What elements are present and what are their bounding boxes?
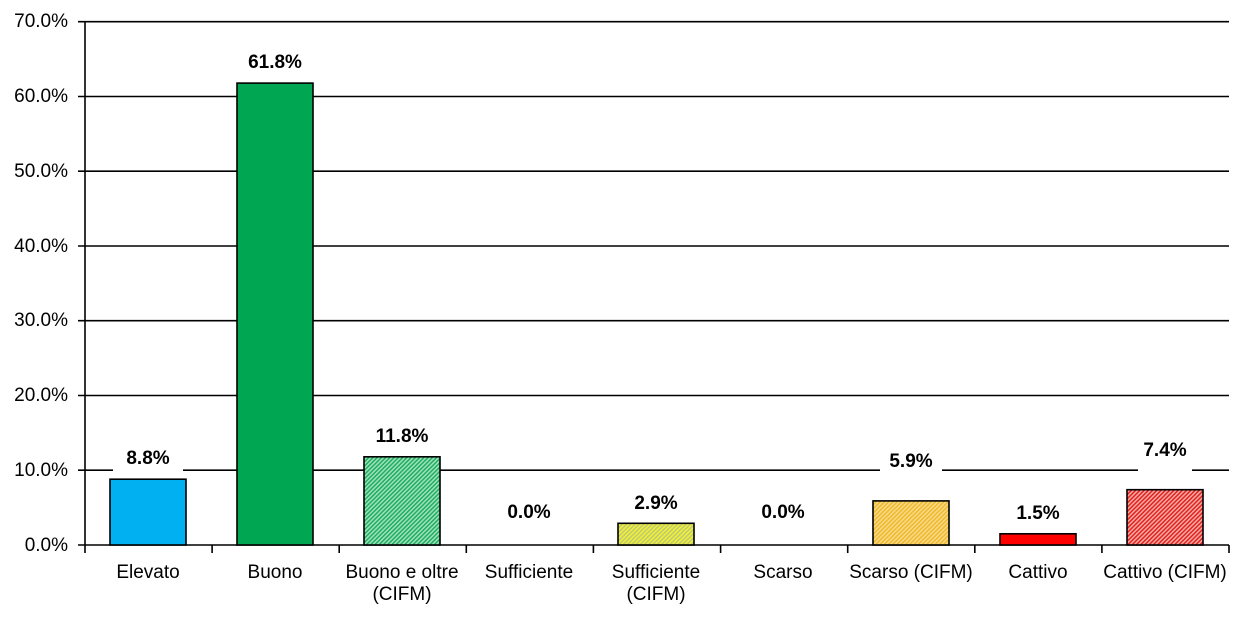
svg-text:60.0%: 60.0% [14, 86, 68, 107]
svg-text:0.0%: 0.0% [507, 502, 550, 523]
svg-text:Scarso (CIFM): Scarso (CIFM) [849, 562, 973, 583]
svg-text:Sufficiente: Sufficiente [612, 562, 700, 583]
svg-text:50.0%: 50.0% [14, 161, 68, 182]
svg-text:1.5%: 1.5% [1016, 503, 1059, 524]
svg-text:Buono: Buono [248, 562, 303, 583]
svg-text:0.0%: 0.0% [761, 502, 804, 523]
svg-text:70.0%: 70.0% [14, 11, 68, 32]
svg-text:Cattivo (CIFM): Cattivo (CIFM) [1103, 562, 1227, 583]
svg-text:8.8%: 8.8% [126, 448, 169, 469]
svg-text:0.0%: 0.0% [25, 535, 68, 556]
svg-text:Buono e oltre: Buono e oltre [345, 562, 458, 583]
svg-text:Scarso: Scarso [753, 562, 812, 583]
svg-text:Sufficiente: Sufficiente [485, 562, 573, 583]
svg-text:5.9%: 5.9% [889, 451, 932, 472]
svg-text:40.0%: 40.0% [14, 236, 68, 257]
svg-text:(CIFM): (CIFM) [626, 584, 685, 605]
svg-text:Cattivo: Cattivo [1008, 562, 1067, 583]
svg-text:2.9%: 2.9% [634, 493, 677, 514]
svg-text:Elevato: Elevato [116, 562, 179, 583]
svg-text:20.0%: 20.0% [14, 385, 68, 406]
svg-text:11.8%: 11.8% [376, 426, 429, 447]
svg-text:61.8%: 61.8% [248, 52, 302, 73]
svg-text:7.4%: 7.4% [1143, 440, 1186, 461]
svg-text:10.0%: 10.0% [14, 460, 68, 481]
svg-text:30.0%: 30.0% [14, 310, 68, 331]
svg-text:(CIFM): (CIFM) [372, 584, 431, 605]
